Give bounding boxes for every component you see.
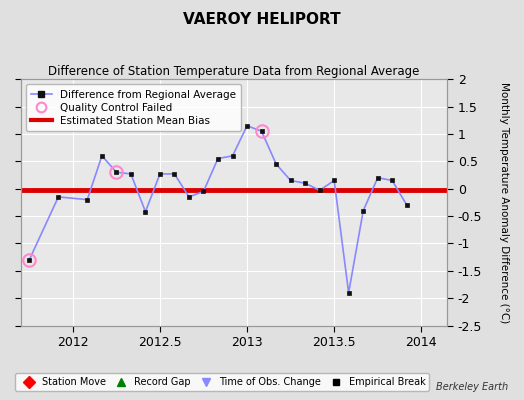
Title: Difference of Station Temperature Data from Regional Average: Difference of Station Temperature Data f… bbox=[48, 65, 420, 78]
Legend: Station Move, Record Gap, Time of Obs. Change, Empirical Break: Station Move, Record Gap, Time of Obs. C… bbox=[15, 373, 429, 391]
Text: VAEROY HELIPORT: VAEROY HELIPORT bbox=[183, 12, 341, 27]
Y-axis label: Monthly Temperature Anomaly Difference (°C): Monthly Temperature Anomaly Difference (… bbox=[499, 82, 509, 323]
Text: Berkeley Earth: Berkeley Earth bbox=[436, 382, 508, 392]
Legend: Difference from Regional Average, Quality Control Failed, Estimated Station Mean: Difference from Regional Average, Qualit… bbox=[26, 84, 242, 131]
